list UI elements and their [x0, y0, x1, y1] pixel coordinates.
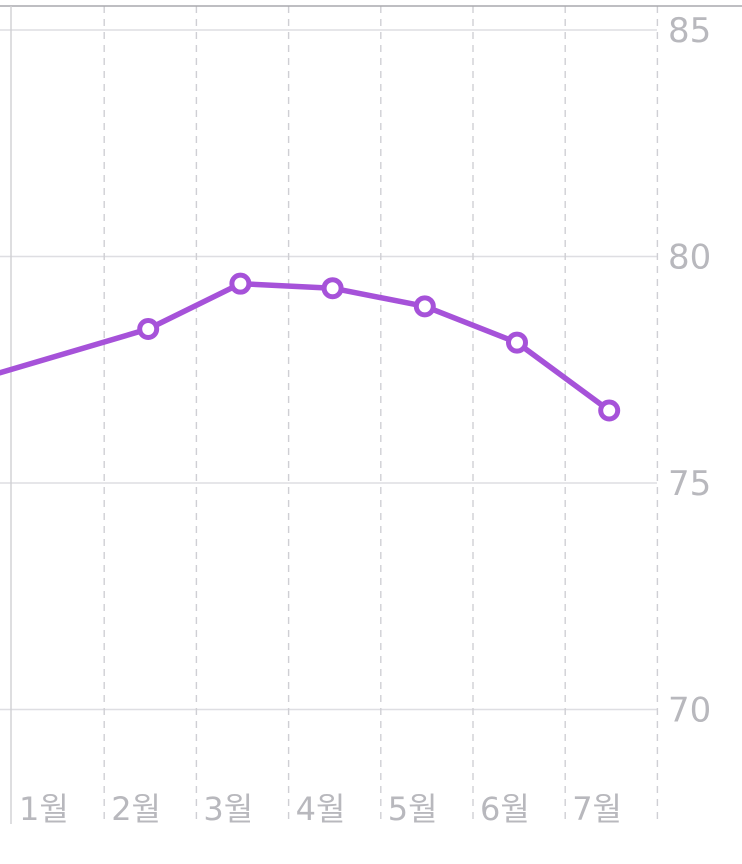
- axes: [0, 5, 742, 824]
- data-point: [321, 277, 344, 300]
- x-tick-label: 6월: [480, 790, 530, 828]
- data-point: [598, 399, 621, 422]
- data-point: [506, 331, 528, 354]
- y-tick-label: 70: [668, 691, 711, 731]
- grid-lines: [0, 6, 659, 824]
- y-tick-label: 85: [668, 11, 711, 51]
- y-tick-label: 75: [668, 464, 711, 504]
- x-tick-label: 2월: [111, 790, 161, 828]
- x-tick-label: 4월: [296, 790, 346, 828]
- data-point: [137, 317, 160, 340]
- data-series: [0, 272, 621, 422]
- x-tick-label: 5월: [388, 790, 438, 828]
- y-tick-label: 80: [668, 238, 711, 278]
- data-point: [229, 272, 252, 295]
- x-tick-label: 7월: [572, 790, 622, 828]
- x-tick-label: 1월: [19, 790, 69, 828]
- data-point: [413, 295, 436, 318]
- x-tick-label: 3월: [203, 790, 253, 828]
- tick-labels: 70 75 80 85 1월 2월 3월 4월 5월 6월 7월: [19, 11, 711, 828]
